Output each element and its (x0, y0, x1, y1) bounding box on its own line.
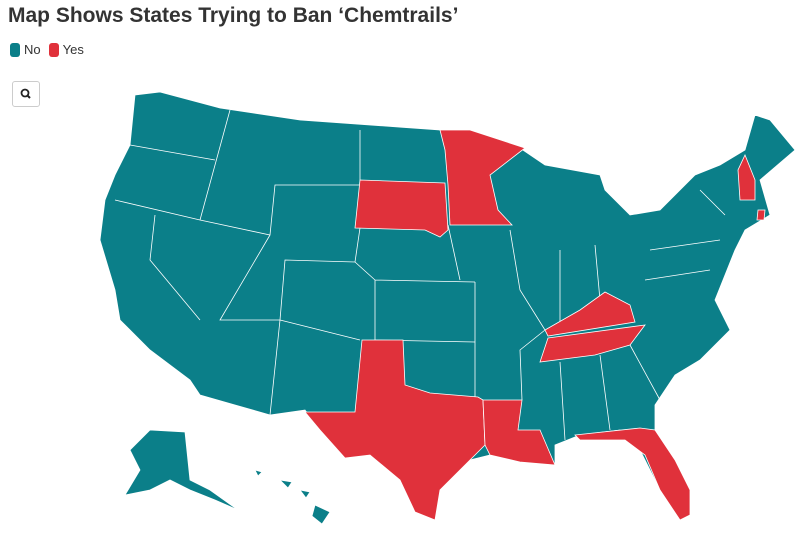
hawaii (254, 469, 331, 525)
search-icon (20, 88, 31, 99)
region (539, 324, 646, 363)
search-button[interactable] (12, 81, 40, 107)
legend-item[interactable]: Yes (48, 42, 84, 57)
legend-label: No (24, 42, 41, 57)
region (544, 291, 636, 337)
region (756, 209, 766, 221)
region (737, 153, 756, 201)
region (482, 399, 556, 466)
legend-label: Yes (62, 42, 84, 57)
legend-swatch (10, 42, 20, 57)
region (439, 129, 526, 226)
state-borders (114, 109, 726, 441)
legend-item[interactable]: No (10, 42, 41, 57)
region (354, 179, 449, 238)
alaska (124, 429, 239, 511)
legend-swatch (48, 42, 59, 57)
region (304, 339, 486, 521)
legend: No Yes (10, 42, 84, 57)
region (574, 427, 691, 521)
title: Map Shows States Trying to Ban ‘Chemtrai… (8, 4, 459, 27)
